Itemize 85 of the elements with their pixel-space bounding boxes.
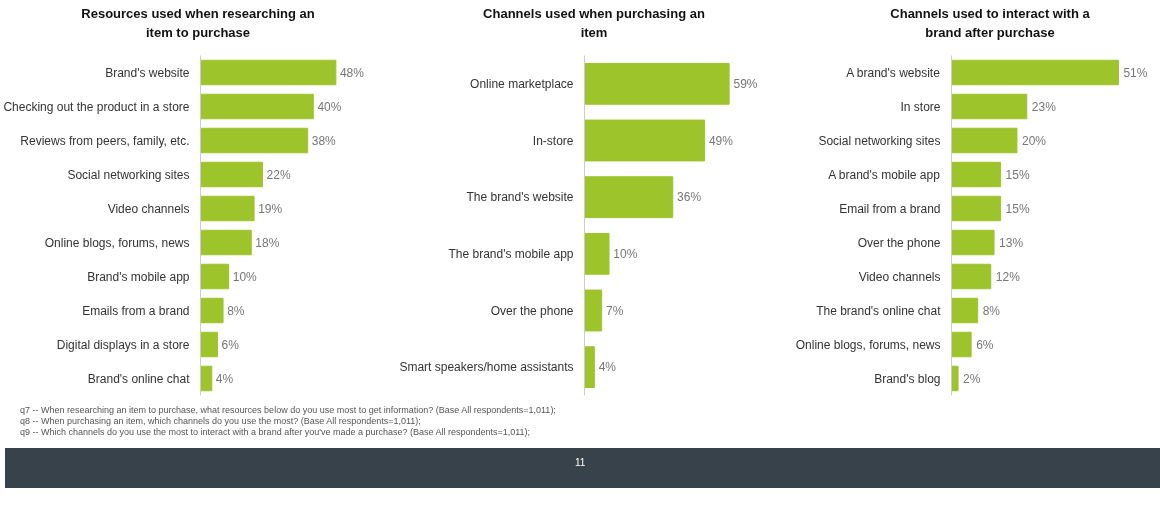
y-tick-label: Emails from a brand [82,303,190,318]
bar [584,176,674,219]
bar [951,331,972,358]
y-tick-label: Video channels [858,269,941,284]
y-tick-label: Video channels [107,201,190,216]
data-label: 15% [1005,201,1030,216]
y-tick-label: The brand's mobile app [448,246,574,261]
data-label: 4% [598,360,617,375]
y-tick-label: Email from a brand [839,201,941,216]
data-label: 22% [266,167,291,182]
bar [200,365,213,392]
y-tick-label: Online blogs, forums, news [44,235,190,250]
data-label: 13% [999,235,1024,250]
chart-title: Resources used when researching an item to purchase [81,5,315,42]
bar [584,232,610,275]
y-tick-label: In store [900,99,941,114]
data-label: 40% [317,99,342,114]
data-label: 51% [1123,65,1148,80]
bar [951,263,992,290]
y-tick-label: Over the phone [857,235,941,250]
bar [951,195,1002,222]
data-label: 36% [677,190,702,205]
bar [584,119,706,162]
bar [951,229,995,256]
y-tick-label: Smart speakers/home assistants [399,360,574,375]
data-label: 23% [1031,99,1057,114]
data-label: 8% [227,303,245,318]
text: q9 -- Which channels do you use the most to interact with a brand after you've made a purchase? (Base All respondents=1,011); [20,427,531,437]
y-tick-label: In-store [532,133,574,148]
y-tick-label: Brand's online chat [87,371,191,386]
text: q8 -- When purchasing an item, which channels do you use the most? (Base All respondents=1,011); [20,416,421,426]
data-label: 59% [733,76,758,91]
bar [200,263,230,290]
y-tick-label: Social networking sites [67,167,190,182]
data-label: 6% [221,337,240,352]
bar [584,62,730,105]
bar [584,346,595,389]
bar [951,127,1018,154]
data-label: 48% [339,65,365,80]
y-tick-label: Online blogs, forums, news [795,337,941,352]
y-tick-label: Checking out the product in a store [3,99,190,114]
y-tick-label: Brand's website [105,65,190,80]
bar [951,93,1028,120]
text: 11 [575,456,586,470]
y-tick-label: Online marketplace [470,76,574,91]
bar [200,331,218,358]
bar [951,161,1002,188]
data-label: 7% [606,303,624,318]
bar [200,127,309,154]
data-label: 19% [258,201,283,216]
y-tick-label: Social networking sites [818,133,941,148]
bar [200,195,255,222]
data-label: 15% [1005,167,1030,182]
bar [200,161,264,188]
y-tick-label: Digital displays in a store [56,337,190,352]
data-label: 8% [982,303,1001,318]
data-label: 12% [995,269,1021,284]
bar [200,297,224,324]
text: q7 -- When researching an item to purchase, what resources below do you use most to get information? (Base All respondents=1,011); [20,405,556,415]
y-tick-label: A brand's mobile app [828,167,941,182]
bar [951,59,1119,86]
y-tick-label: The brand's online chat [816,303,942,318]
y-tick-label: The brand's website [466,190,574,205]
data-label: 18% [255,235,280,250]
y-tick-label: Brand's mobile app [87,269,190,284]
bar [951,365,959,392]
bar [951,297,979,324]
data-label: 6% [976,337,994,352]
bar [200,59,337,86]
y-tick-label: A brand's website [846,65,941,80]
data-label: 20% [1021,133,1047,148]
data-label: 49% [708,133,734,148]
data-label: 2% [963,371,981,386]
bar [200,93,314,120]
chart-title: Channels used when purchasing an item [483,5,705,42]
data-label: 10% [232,269,258,284]
bar [200,229,252,256]
data-label: 10% [613,246,638,261]
chart-title: Channels used to interact with a brand after purchase [890,5,1090,42]
data-label: 4% [215,371,234,386]
y-tick-label: Over the phone [490,303,574,318]
bar [584,289,603,332]
y-tick-label: Brand's blog [874,371,941,386]
data-label: 38% [311,133,337,148]
y-tick-label: Reviews from peers, family, etc. [20,133,190,148]
